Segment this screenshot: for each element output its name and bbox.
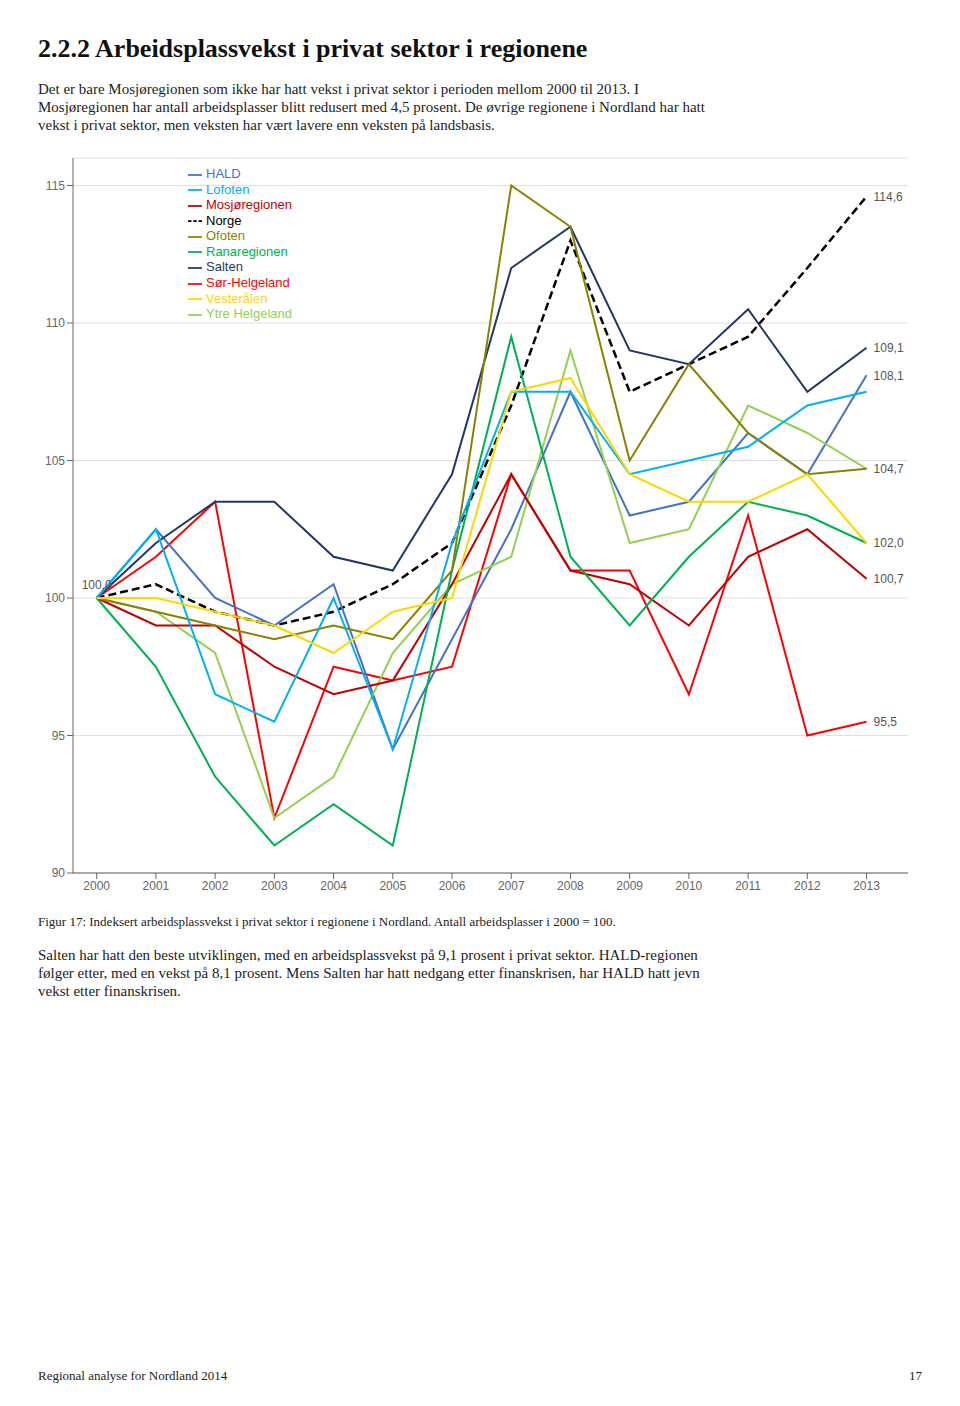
html-text:Mosjøregionen har antall arbei: Mosjøregionen har antall arbeidsplasser …: [38, 99, 705, 115]
html-text:vekst i privat sektor, men vek: vekst i privat sektor, men veksten har v…: [38, 117, 495, 133]
html-text:Salten: Salten: [206, 259, 243, 275]
svg-text:2010: 2010: [676, 879, 703, 893]
svg-text:2001: 2001: [143, 879, 170, 893]
svg-text:95: 95: [52, 729, 66, 743]
html-text:Ytre Helgeland: Ytre Helgeland: [206, 306, 292, 322]
html-text:Norge: Norge: [206, 212, 242, 228]
svg-text:2005: 2005: [379, 879, 406, 893]
html-text:Sør-Helgeland: Sør-Helgeland: [206, 274, 290, 290]
html-text:Regional analyse for Nordland: Regional analyse for Nordland 2014: [38, 1368, 228, 1383]
html-text:Vesterålen: Vesterålen: [206, 290, 268, 306]
svg-text:102,0: 102,0: [874, 536, 904, 550]
svg-text:2009: 2009: [616, 879, 643, 893]
svg-text:115: 115: [46, 179, 65, 193]
html-text:17: 17: [909, 1368, 922, 1383]
svg-text:100,0: 100,0: [82, 578, 112, 592]
svg-text:108,1: 108,1: [874, 369, 904, 383]
svg-text:100: 100: [45, 591, 65, 605]
html-text:vekst etter finanskrisen.: vekst etter finanskrisen.: [38, 983, 181, 999]
svg-text:2000: 2000: [83, 879, 110, 893]
svg-text:110: 110: [46, 316, 65, 330]
svg-text:100,7: 100,7: [874, 572, 904, 586]
html-text:Ofoten: Ofoten: [206, 228, 245, 244]
svg-text:114,6: 114,6: [874, 190, 903, 204]
svg-text:2013: 2013: [853, 879, 880, 893]
html-text:følger etter, med en vekst på: følger etter, med en vekst på 8,1 prosen…: [38, 965, 700, 981]
svg-text:2006: 2006: [439, 879, 466, 893]
html-text:Ranaregionen: Ranaregionen: [206, 243, 288, 259]
html-text:Det er bare Mosjøregionen som: Det er bare Mosjøregionen som ikke har h…: [38, 81, 640, 97]
svg-text:2004: 2004: [320, 879, 347, 893]
svg-text:95,5: 95,5: [874, 715, 898, 729]
svg-text:104,7: 104,7: [874, 462, 904, 476]
svg-text:2012: 2012: [794, 879, 821, 893]
svg-text:2008: 2008: [557, 879, 584, 893]
html-text:Mosjøregionen: Mosjøregionen: [206, 197, 292, 213]
html-text:2.2.2 Arbeidsplassvekst i priv: 2.2.2 Arbeidsplassvekst i privat sektor …: [38, 34, 588, 63]
svg-text:2002: 2002: [202, 879, 229, 893]
html-text:Lofoten: Lofoten: [206, 181, 250, 197]
svg-text:2003: 2003: [261, 879, 288, 893]
svg-text:2011: 2011: [735, 879, 761, 893]
html-text:HALD: HALD: [206, 166, 241, 181]
html-text:Figur 17: Indeksert arbeidspla: Figur 17: Indeksert arbeidsplassvekst i …: [38, 914, 616, 929]
svg-text:105: 105: [45, 454, 65, 468]
html-text:Salten har hatt den beste utvi: Salten har hatt den beste utviklingen, m…: [38, 947, 698, 963]
svg-text:2007: 2007: [498, 879, 525, 893]
svg-text:109,1: 109,1: [874, 341, 904, 355]
svg-text:90: 90: [52, 866, 66, 880]
